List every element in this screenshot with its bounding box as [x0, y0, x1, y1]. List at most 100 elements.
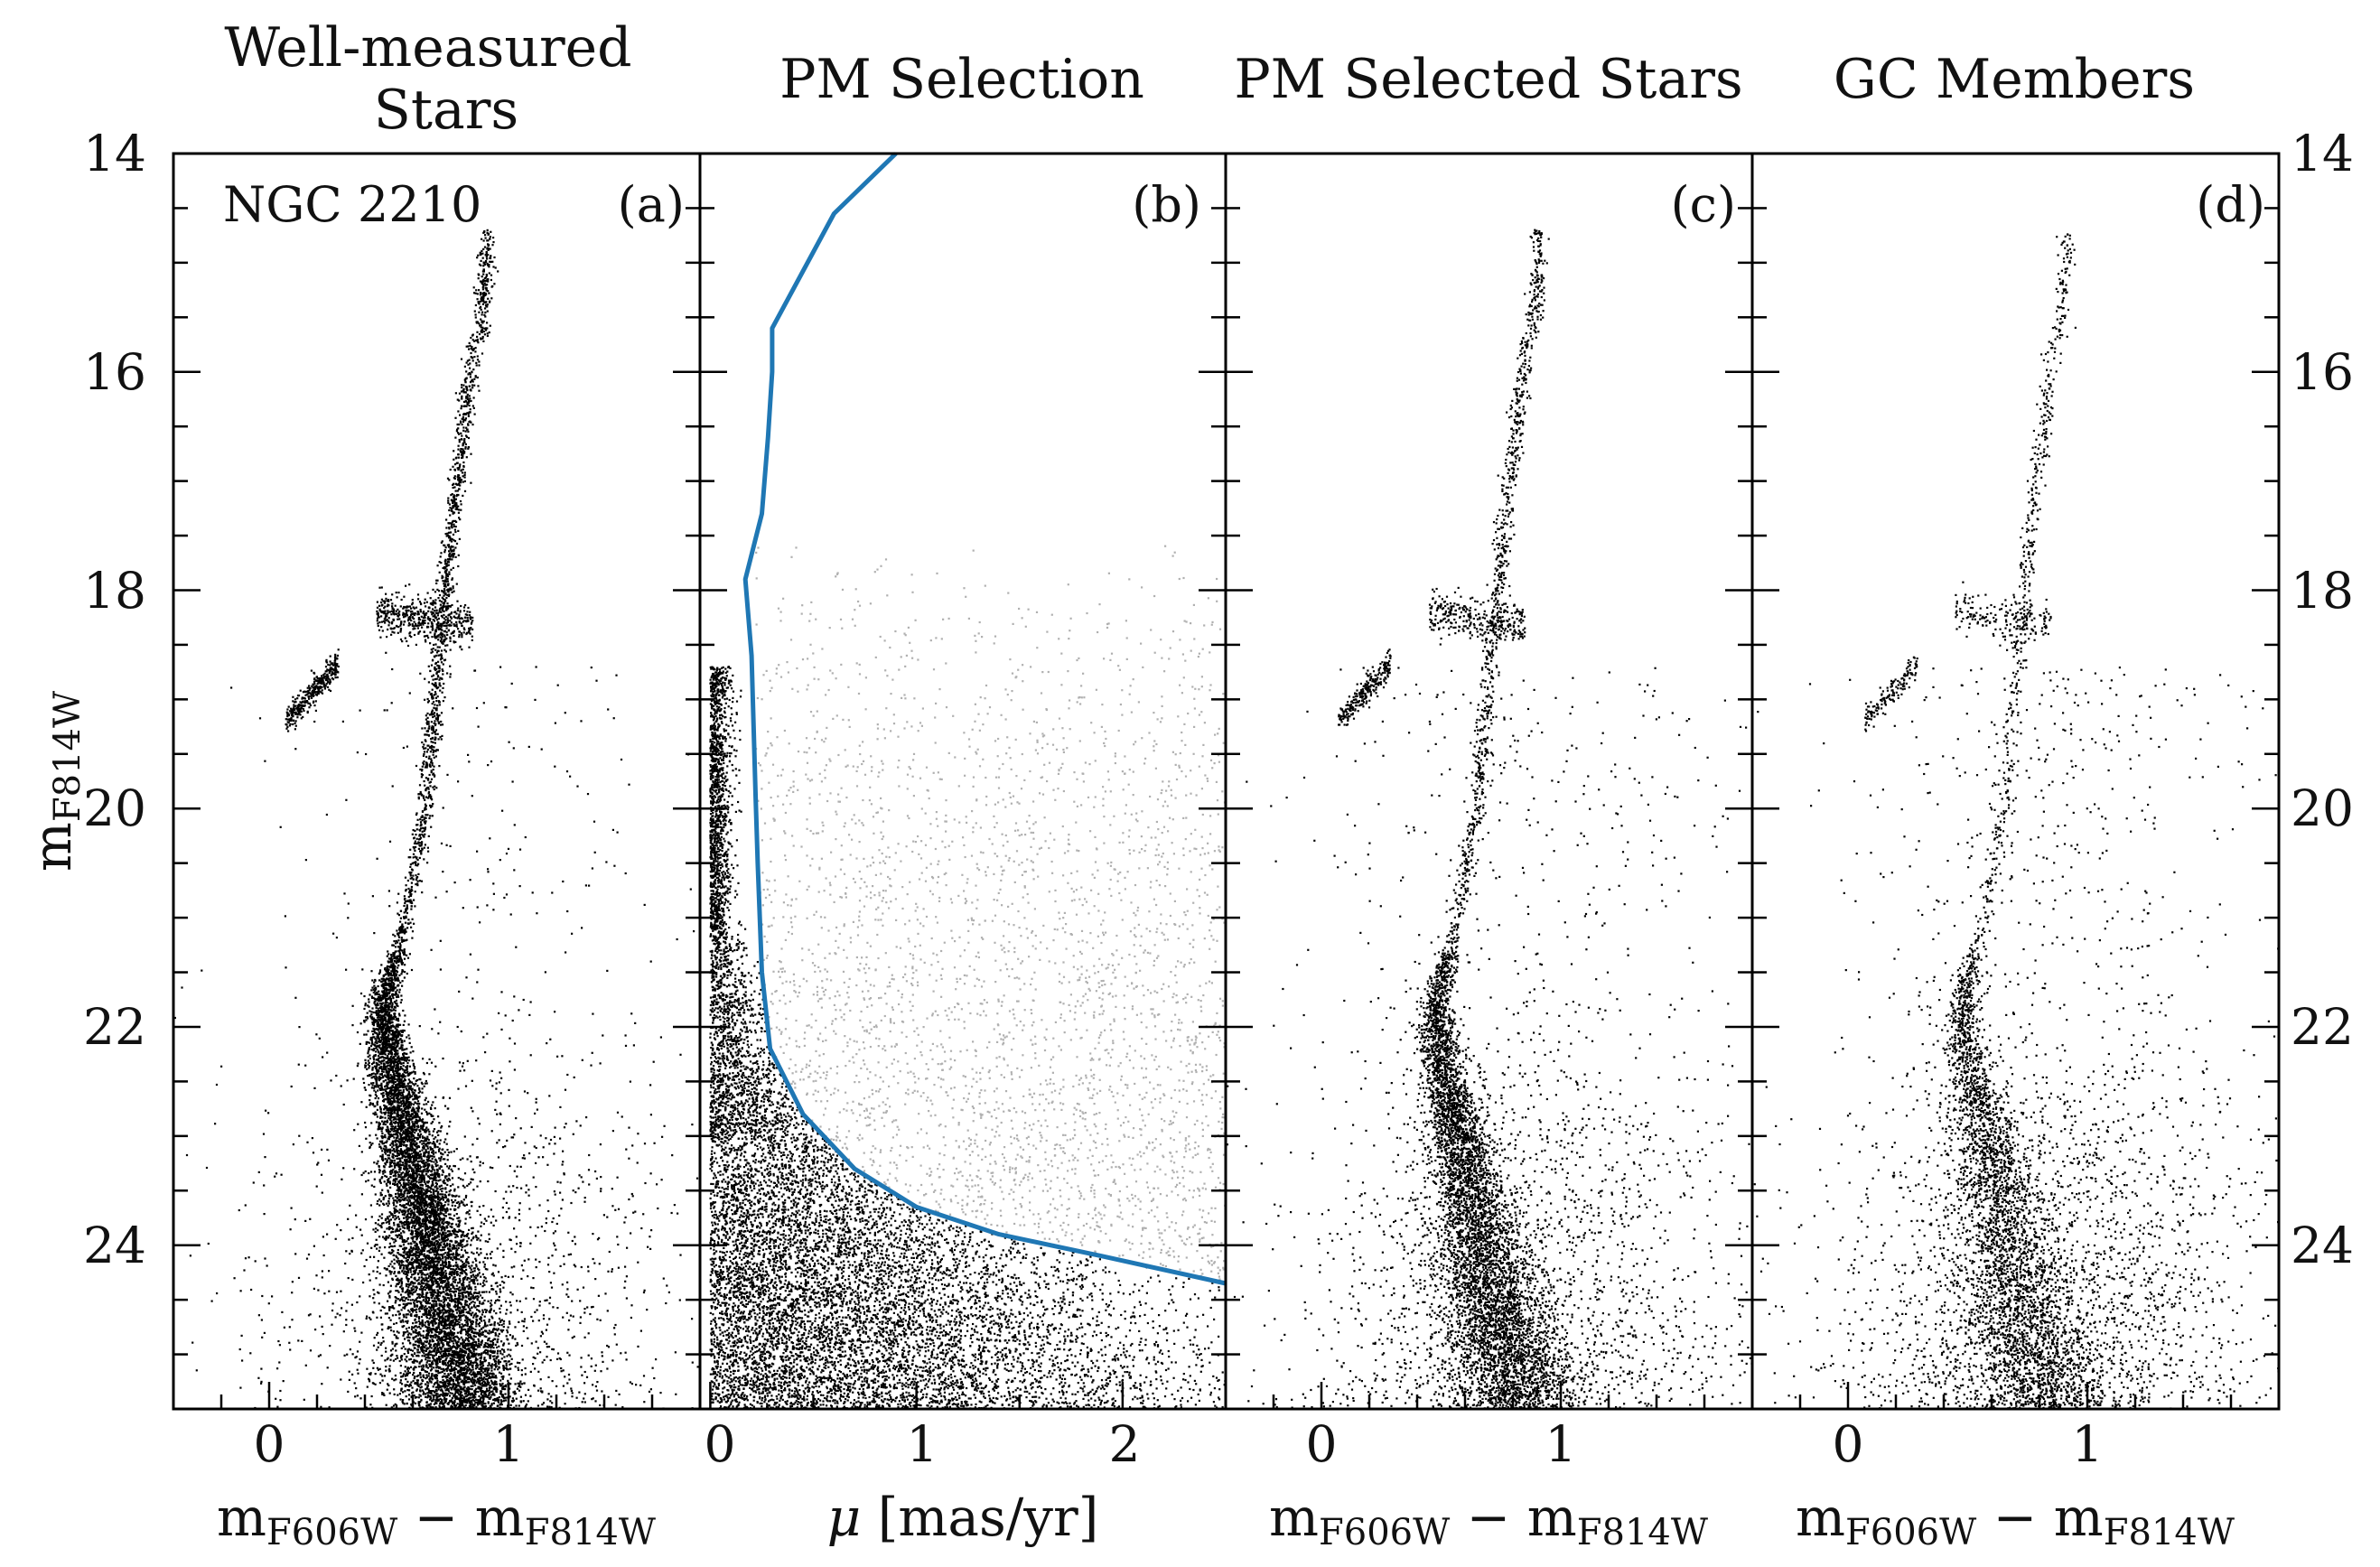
star-point: [654, 1143, 656, 1144]
star-point: [461, 479, 462, 480]
star-point: [482, 340, 484, 342]
star-point: [546, 1346, 548, 1348]
star-point: [432, 764, 434, 766]
star-point: [459, 1254, 461, 1255]
star-point: [388, 617, 390, 619]
star-point: [435, 700, 437, 702]
star-point: [359, 1229, 361, 1231]
star-point: [477, 1391, 479, 1393]
star-point: [454, 1205, 456, 1207]
star-point: [458, 1168, 460, 1170]
star-point: [378, 1224, 379, 1226]
star-point: [420, 609, 422, 611]
star-point: [453, 487, 454, 489]
star-point: [464, 480, 466, 482]
star-point: [426, 1082, 428, 1084]
star-point: [428, 756, 430, 758]
star-point: [453, 1218, 454, 1220]
star-point: [458, 1217, 460, 1218]
star-point: [546, 1398, 548, 1400]
star-point: [421, 1158, 423, 1160]
star-point: [472, 1253, 474, 1255]
star-point: [463, 1245, 465, 1247]
star-point: [367, 1243, 369, 1245]
star-point: [464, 1172, 466, 1174]
star-point: [406, 1085, 408, 1087]
star-point: [603, 1214, 605, 1216]
star-point: [473, 286, 475, 288]
star-point: [427, 622, 429, 624]
star-point: [316, 1163, 318, 1165]
star-point: [426, 862, 428, 863]
star-point: [573, 1133, 574, 1135]
star-point: [400, 918, 402, 919]
star-point: [691, 1124, 693, 1125]
star-point: [437, 1134, 439, 1136]
star-point: [364, 1087, 366, 1088]
star-point: [433, 1118, 434, 1120]
star-point: [441, 1242, 443, 1244]
star-point: [569, 776, 571, 778]
star-point: [481, 313, 483, 315]
star-point: [540, 1387, 542, 1389]
star-point: [542, 1361, 544, 1363]
star-point: [530, 1316, 532, 1318]
star-point: [433, 679, 434, 681]
star-point: [437, 1372, 439, 1374]
star-point: [394, 1167, 396, 1169]
star-point: [434, 720, 435, 722]
star-point: [375, 1222, 377, 1224]
star-point: [619, 1394, 621, 1395]
star-point: [405, 1358, 406, 1360]
star-point: [525, 1394, 527, 1396]
star-point: [594, 852, 596, 853]
star-point: [484, 312, 486, 313]
star-point: [474, 1402, 476, 1404]
star-point: [535, 1235, 537, 1236]
star-point: [470, 453, 471, 455]
star-point: [521, 1311, 523, 1313]
star-point: [470, 482, 471, 484]
star-point: [379, 1179, 381, 1180]
star-point: [424, 602, 425, 604]
star-point: [483, 1266, 485, 1268]
star-point: [363, 995, 365, 997]
star-point: [373, 982, 375, 984]
star-point: [457, 1026, 459, 1028]
star-point: [460, 1342, 462, 1344]
star-point: [459, 1274, 461, 1276]
star-point: [546, 1343, 547, 1345]
star-point: [433, 648, 434, 649]
star-point: [621, 1115, 623, 1117]
star-point: [615, 1404, 617, 1406]
star-point: [406, 610, 407, 611]
star-point: [519, 1301, 521, 1302]
star-point: [418, 1116, 420, 1118]
star-point: [612, 829, 614, 831]
star-point: [353, 1328, 355, 1329]
star-point: [591, 1357, 593, 1359]
star-point: [426, 1327, 428, 1329]
star-point: [381, 1254, 383, 1255]
star-point: [390, 1285, 392, 1287]
star-point: [377, 1003, 378, 1004]
star-point: [646, 1309, 648, 1310]
star-point: [534, 1311, 536, 1313]
star-point: [440, 968, 442, 970]
star-point: [409, 1106, 411, 1108]
star-point: [476, 336, 478, 338]
star-point: [506, 1309, 508, 1310]
star-point: [453, 1288, 455, 1290]
star-point: [397, 946, 399, 947]
panel-c-title: PM Selected Stars: [1234, 48, 1742, 111]
star-point: [422, 1390, 424, 1392]
star-point: [480, 1226, 481, 1227]
star-point: [393, 1330, 395, 1332]
star-point: [543, 1402, 545, 1404]
star-point: [631, 1144, 633, 1146]
star-point: [425, 599, 426, 601]
star-point: [668, 1292, 670, 1293]
star-point: [508, 1327, 509, 1329]
star-point: [432, 716, 434, 718]
star-point: [474, 1301, 476, 1303]
